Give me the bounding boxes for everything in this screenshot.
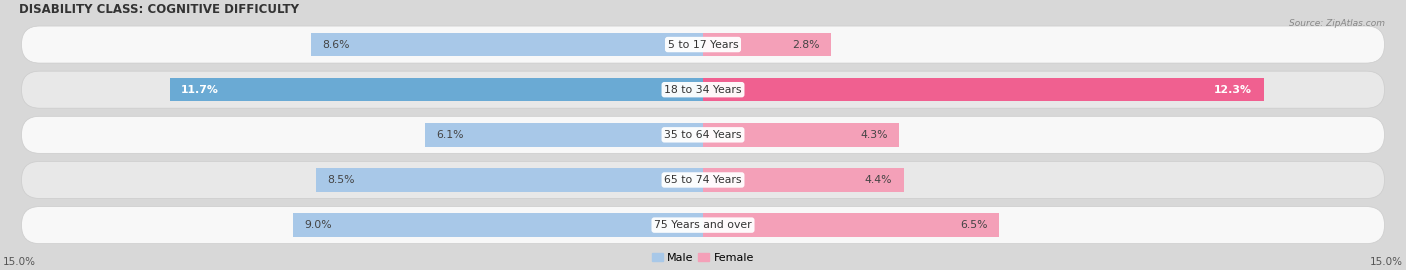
Text: 2.8%: 2.8% — [792, 39, 820, 50]
Text: 4.3%: 4.3% — [860, 130, 887, 140]
FancyBboxPatch shape — [21, 71, 1385, 108]
FancyBboxPatch shape — [21, 26, 1385, 63]
Text: 65 to 74 Years: 65 to 74 Years — [664, 175, 742, 185]
Text: 8.6%: 8.6% — [322, 39, 350, 50]
Bar — [703, 33, 831, 56]
Bar — [311, 33, 703, 56]
FancyBboxPatch shape — [21, 207, 1385, 244]
FancyBboxPatch shape — [21, 161, 1385, 198]
Text: 75 Years and over: 75 Years and over — [654, 220, 752, 230]
Text: 18 to 34 Years: 18 to 34 Years — [664, 85, 742, 95]
Bar — [703, 123, 898, 147]
Text: DISABILITY CLASS: COGNITIVE DIFFICULTY: DISABILITY CLASS: COGNITIVE DIFFICULTY — [20, 3, 299, 16]
Text: 5 to 17 Years: 5 to 17 Years — [668, 39, 738, 50]
Text: 8.5%: 8.5% — [328, 175, 354, 185]
Bar — [703, 168, 904, 192]
Text: 12.3%: 12.3% — [1215, 85, 1253, 95]
Bar — [703, 213, 1000, 237]
Bar — [315, 168, 703, 192]
Text: 6.5%: 6.5% — [960, 220, 988, 230]
Legend: Male, Female: Male, Female — [647, 249, 759, 268]
Text: 35 to 64 Years: 35 to 64 Years — [664, 130, 742, 140]
Text: 9.0%: 9.0% — [304, 220, 332, 230]
Text: 6.1%: 6.1% — [436, 130, 464, 140]
Text: 11.7%: 11.7% — [181, 85, 219, 95]
FancyBboxPatch shape — [21, 116, 1385, 153]
Text: Source: ZipAtlas.com: Source: ZipAtlas.com — [1289, 19, 1385, 28]
Bar — [703, 78, 1264, 102]
Bar — [425, 123, 703, 147]
Bar — [170, 78, 703, 102]
Text: 4.4%: 4.4% — [865, 175, 893, 185]
Bar — [292, 213, 703, 237]
